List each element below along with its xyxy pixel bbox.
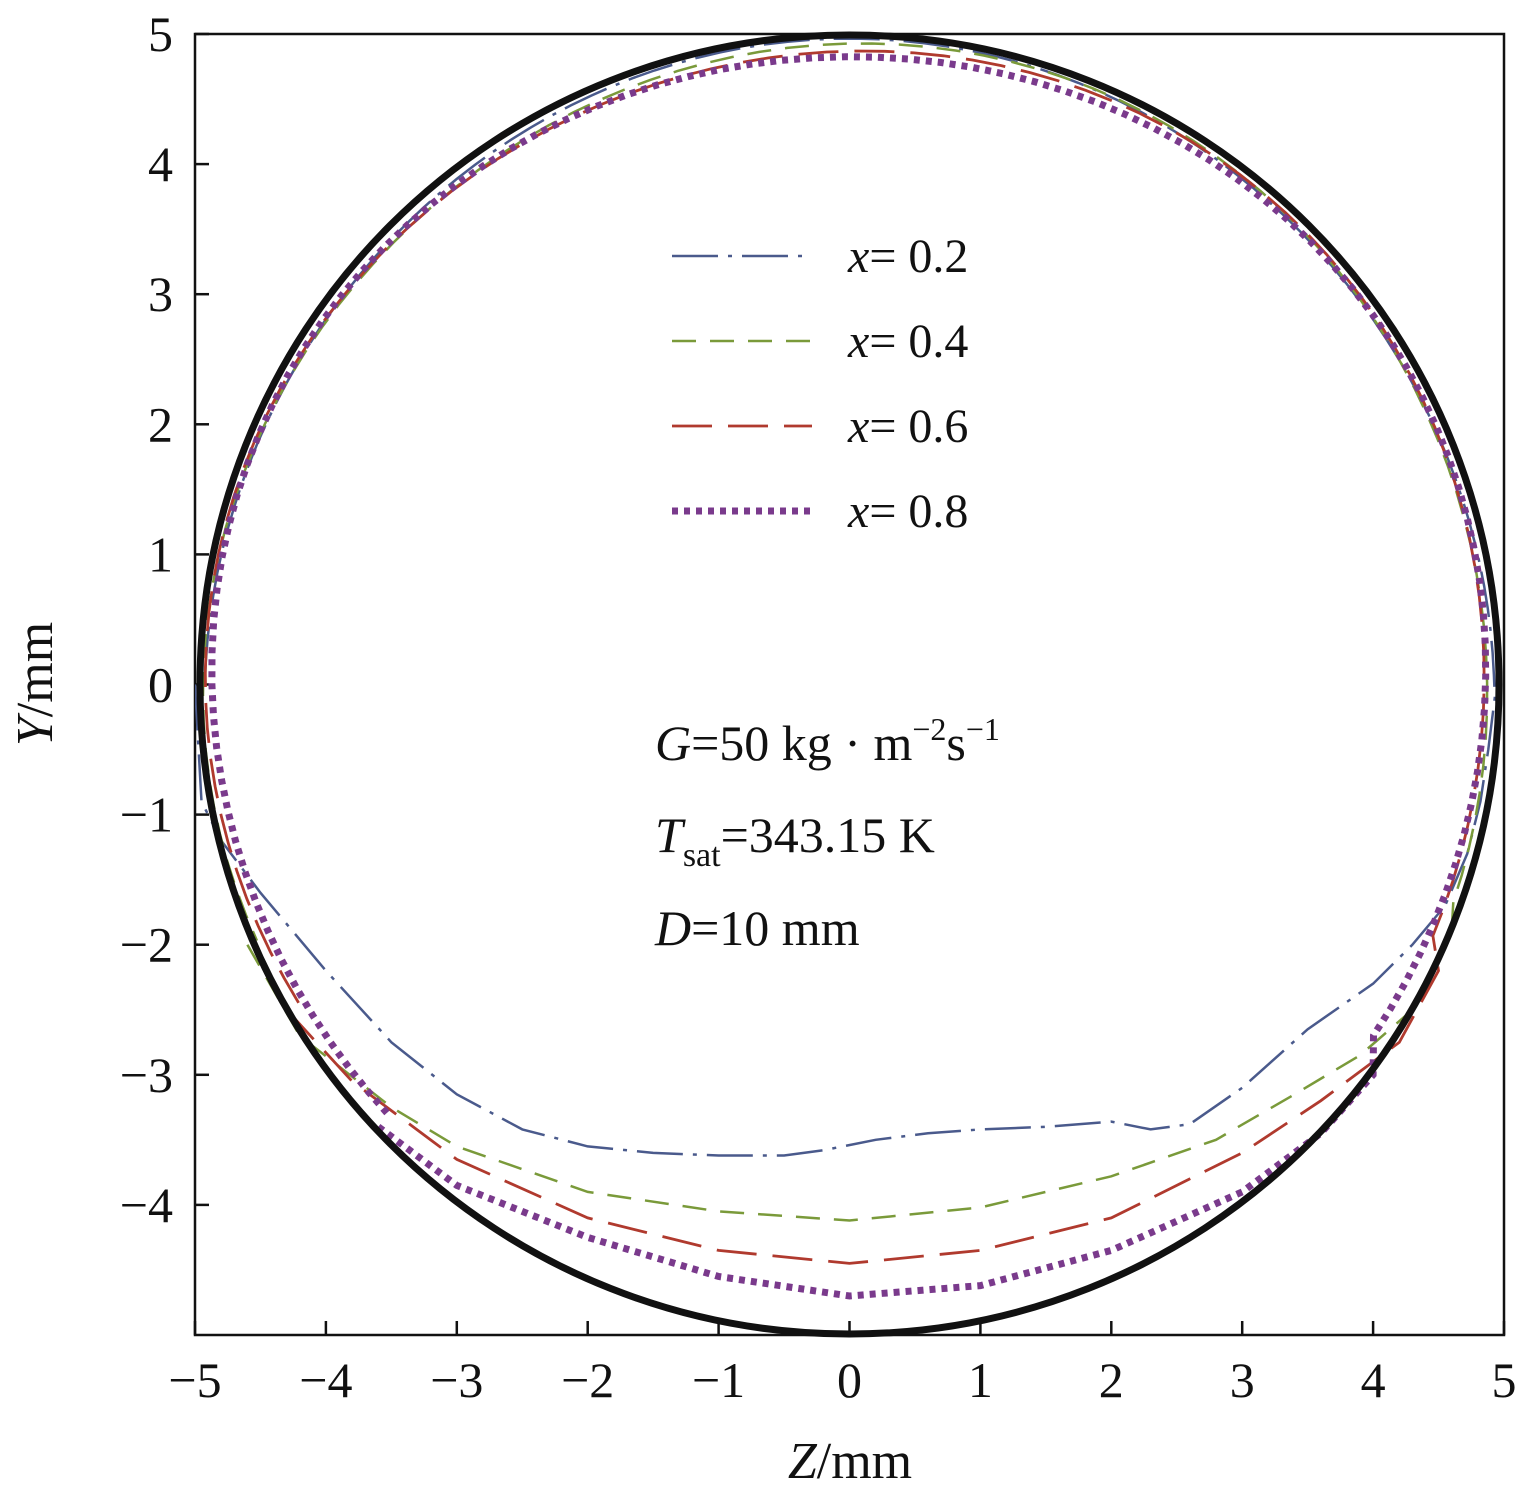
annotation-mass-flux: G=50 kg · m−2s−1: [655, 711, 1000, 771]
y-tick-label: −2: [120, 917, 173, 973]
x-tick-label: −5: [168, 1352, 221, 1408]
y-tick-label: −1: [120, 787, 173, 843]
series-line-x-0-4: [201, 42, 1489, 1222]
x-tick-label: 0: [837, 1352, 862, 1408]
y-axis-title: Y/mm: [7, 622, 64, 746]
y-axis-ticks: 5 4 3 2 1 0 −1 −2 −3 −4: [120, 6, 209, 1233]
y-tick-label: 5: [148, 6, 173, 62]
legend-label-x-0-8: x= 0.8: [847, 485, 968, 538]
tube-wall-circle: [196, 31, 1503, 1338]
series-line-x-0-2: [195, 37, 1497, 1157]
x-tick-label: −1: [692, 1352, 745, 1408]
legend-label-x-0-2: x= 0.2: [847, 230, 968, 283]
y-tick-label: −3: [120, 1047, 173, 1103]
y-tick-label: 2: [148, 396, 173, 452]
x-tick-label: 3: [1230, 1352, 1255, 1408]
x-axis-ticks: −5 −4 −3 −2 −1 0 1 2 3 4 5: [168, 1321, 1517, 1408]
y-tick-label: 1: [148, 526, 173, 582]
legend-label-x-0-4: x= 0.4: [847, 315, 968, 368]
x-tick-label: −4: [299, 1352, 352, 1408]
series-line-x-0-8: [208, 53, 1490, 1300]
x-tick-label: 2: [1099, 1352, 1124, 1408]
y-tick-label: −4: [120, 1177, 173, 1233]
series-line-x-0-6: [203, 49, 1486, 1265]
x-tick-label: −3: [430, 1352, 483, 1408]
annotation-diameter: D=10 mm: [654, 900, 860, 956]
annotation-saturation-temperature: Tsat=343.15 K: [655, 807, 935, 874]
x-tick-label: 4: [1361, 1352, 1386, 1408]
film-profile-curves: [195, 37, 1497, 1300]
x-tick-label: 1: [968, 1352, 993, 1408]
y-tick-label: 4: [148, 136, 173, 192]
y-tick-label: 3: [148, 266, 173, 322]
legend: x= 0.2 x= 0.4 x= 0.6 x= 0.8: [672, 230, 968, 538]
legend-label-x-0-6: x= 0.6: [847, 400, 968, 453]
x-tick-label: −2: [561, 1352, 614, 1408]
x-tick-label: 5: [1492, 1352, 1517, 1408]
y-tick-label: 0: [148, 657, 173, 713]
conditions-annotation: G=50 kg · m−2s−1 Tsat=343.15 K D=10 mm: [654, 711, 1000, 956]
x-axis-title: Z/mm: [788, 1433, 912, 1490]
